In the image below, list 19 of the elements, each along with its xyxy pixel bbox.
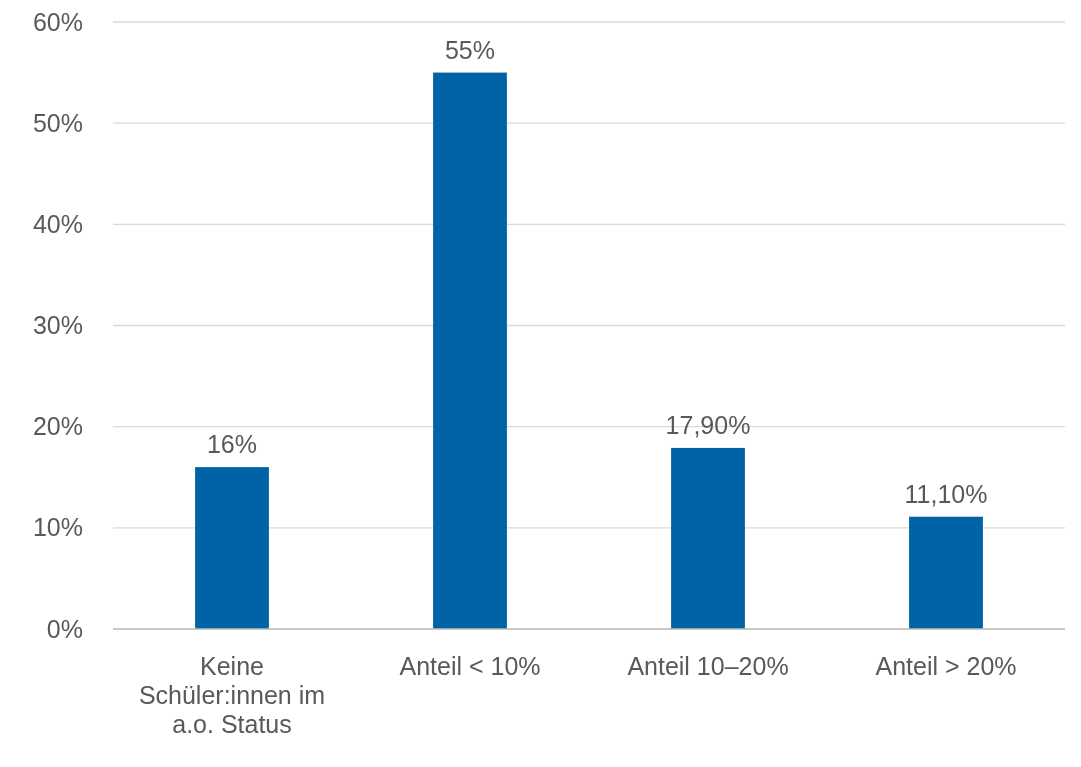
y-tick-label: 10% <box>32 513 83 542</box>
x-tick-label: Keine Schüler:innen im a.o. Status <box>138 651 326 738</box>
data-label: 55% <box>444 35 496 64</box>
x-tick-label: Anteil > 20% <box>875 651 1017 680</box>
y-tick-label: 0% <box>46 614 83 643</box>
data-label: 16% <box>206 430 258 459</box>
bar <box>433 72 507 629</box>
data-label: 11,10% <box>904 479 988 508</box>
y-tick-label: 50% <box>32 108 83 137</box>
y-tick-label: 30% <box>32 311 83 339</box>
bar <box>671 447 745 629</box>
data-label: 17,90% <box>665 410 751 439</box>
y-tick-label: 20% <box>32 412 83 441</box>
x-tick-label: Anteil < 10% <box>399 651 541 680</box>
x-tick-label: Anteil 10–20% <box>627 651 789 680</box>
y-tick-label: 60% <box>32 7 83 36</box>
bar <box>195 467 269 629</box>
y-tick-label: 40% <box>32 209 83 238</box>
bar <box>909 516 983 629</box>
